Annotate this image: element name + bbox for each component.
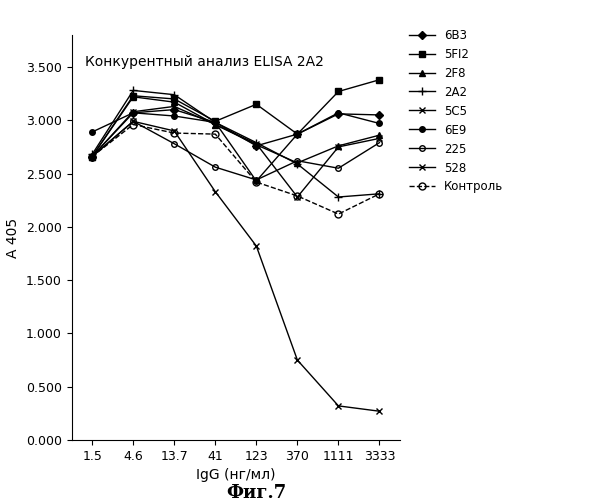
2F8 (294, 160, 301, 166)
Контроль (212, 131, 219, 137)
6E9 (294, 131, 301, 137)
6B3 (130, 110, 137, 116)
6E9 (88, 129, 96, 135)
Text: Фиг.7: Фиг.7 (227, 484, 287, 500)
5C5 (88, 154, 96, 160)
2A2 (212, 120, 219, 126)
2A2 (130, 88, 137, 94)
2A2 (253, 140, 260, 145)
5C5 (376, 136, 383, 141)
528 (171, 128, 178, 134)
Line: 2A2: 2A2 (88, 86, 384, 201)
6B3 (171, 106, 178, 112)
Text: Конкурентный анализ ELISA 2A2: Конкурентный анализ ELISA 2A2 (85, 55, 324, 69)
2A2 (335, 194, 342, 200)
5C5 (294, 194, 301, 200)
5FI2 (171, 96, 178, 102)
Контроль (335, 211, 342, 217)
528 (294, 357, 301, 363)
Y-axis label: А 405: А 405 (7, 218, 20, 258)
X-axis label: IgG (нг/мл): IgG (нг/мл) (196, 468, 276, 482)
Line: 5FI2: 5FI2 (90, 77, 382, 160)
2A2 (88, 152, 96, 158)
Контроль (294, 193, 301, 199)
2F8 (130, 94, 137, 100)
225 (376, 140, 383, 145)
Line: 6B3: 6B3 (90, 107, 382, 160)
5FI2 (130, 93, 137, 99)
6E9 (130, 110, 137, 116)
225 (335, 165, 342, 171)
2A2 (376, 191, 383, 197)
6B3 (294, 131, 301, 137)
Контроль (171, 130, 178, 136)
5C5 (335, 144, 342, 150)
225 (253, 177, 260, 183)
5FI2 (294, 131, 301, 137)
2F8 (335, 143, 342, 149)
6B3 (253, 143, 260, 149)
225 (212, 164, 219, 170)
Контроль (130, 122, 137, 128)
6B3 (335, 111, 342, 117)
Line: 528: 528 (89, 118, 383, 414)
2F8 (253, 142, 260, 148)
6E9 (212, 120, 219, 126)
225 (294, 158, 301, 164)
528 (376, 408, 383, 414)
Контроль (88, 154, 96, 160)
6E9 (171, 113, 178, 119)
528 (212, 188, 219, 194)
528 (253, 243, 260, 249)
5C5 (212, 122, 219, 128)
Контроль (376, 191, 383, 197)
6B3 (212, 120, 219, 126)
225 (88, 154, 96, 160)
6E9 (335, 110, 342, 116)
5C5 (130, 108, 137, 114)
225 (130, 118, 137, 124)
Line: 2F8: 2F8 (90, 94, 382, 166)
5C5 (253, 140, 260, 146)
Line: 5C5: 5C5 (89, 103, 383, 200)
5FI2 (376, 77, 383, 83)
528 (335, 403, 342, 409)
2F8 (376, 132, 383, 138)
6E9 (253, 178, 260, 184)
5FI2 (212, 118, 219, 124)
Контроль (253, 179, 260, 185)
225 (171, 140, 178, 146)
528 (88, 154, 96, 160)
528 (130, 118, 137, 124)
2A2 (294, 161, 301, 167)
5FI2 (88, 154, 96, 160)
2A2 (171, 92, 178, 98)
5FI2 (335, 88, 342, 94)
2F8 (171, 99, 178, 105)
6E9 (376, 120, 383, 126)
2F8 (88, 154, 96, 160)
Line: 6E9: 6E9 (90, 110, 382, 184)
Line: 225: 225 (90, 118, 382, 182)
5FI2 (253, 102, 260, 107)
6B3 (376, 112, 383, 118)
6B3 (88, 154, 96, 160)
Legend: 6B3, 5FI2, 2F8, 2A2, 5C5, 6E9, 225, 528, Контроль: 6B3, 5FI2, 2F8, 2A2, 5C5, 6E9, 225, 528,… (407, 27, 506, 196)
2F8 (212, 122, 219, 128)
5C5 (171, 104, 178, 110)
Line: Контроль: Контроль (89, 121, 383, 218)
